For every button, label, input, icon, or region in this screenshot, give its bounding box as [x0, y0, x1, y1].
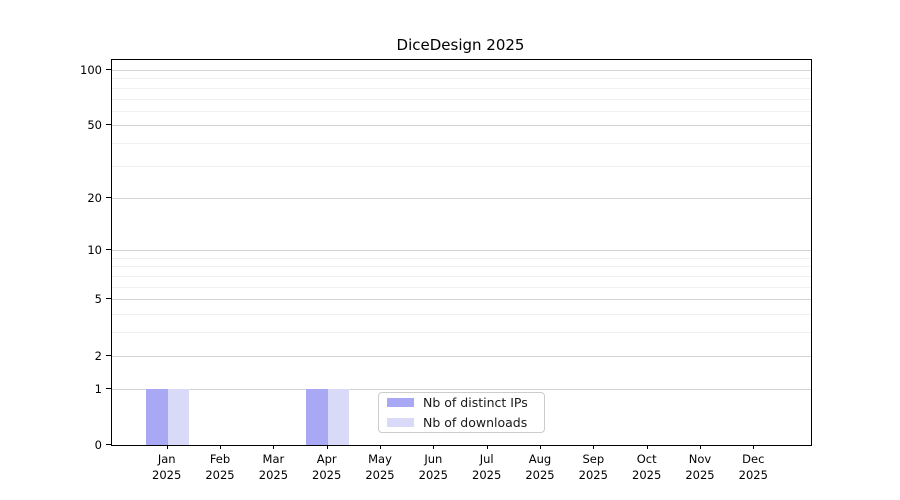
plot-area — [111, 59, 812, 446]
x-tick-label-feb: Feb 2025 — [205, 452, 235, 482]
y-gridline-major — [112, 355, 811, 357]
y-gridline-minor — [112, 165, 811, 167]
y-gridline-major — [112, 299, 811, 301]
x-tick-mark — [486, 445, 488, 449]
y-gridline-minor — [112, 266, 811, 268]
x-tick-label-dec: Dec 2025 — [738, 452, 768, 482]
x-tick-label-may: May 2025 — [365, 452, 395, 482]
x-tick-mark — [433, 445, 435, 449]
y-gridline-minor — [112, 276, 811, 277]
x-tick-mark — [753, 445, 755, 449]
legend-swatch-downloads-icon — [387, 418, 414, 427]
x-tick-mark — [380, 445, 381, 449]
y-tick-mark — [106, 354, 111, 356]
y-gridline-minor — [112, 286, 811, 288]
x-tick-mark — [646, 445, 648, 449]
bar-jan-series0 — [146, 388, 168, 445]
y-gridline-minor — [112, 98, 811, 100]
y-tick-mark — [106, 68, 111, 70]
legend-label-distinct-ips: Nb of distinct IPs — [423, 395, 528, 410]
x-tick-mark — [273, 445, 275, 449]
y-gridline-major — [112, 250, 811, 252]
y-gridline-minor — [112, 332, 811, 334]
x-tick-label-aug: Aug 2025 — [525, 452, 555, 482]
x-tick-mark — [700, 445, 701, 449]
y-tick-mark — [106, 249, 111, 251]
bar-jan-series1 — [167, 388, 190, 445]
y-tick-label: 50 — [87, 118, 102, 133]
y-tick-label: 100 — [80, 62, 102, 77]
x-tick-label-sep: Sep 2025 — [578, 452, 608, 482]
y-tick-mark — [106, 444, 111, 445]
x-tick-label-jan: Jan 2025 — [152, 452, 182, 482]
y-gridline-major — [112, 69, 811, 71]
y-tick-mark — [106, 124, 111, 126]
legend-item-distinct-ips: Nb of distinct IPs — [387, 395, 536, 410]
y-gridline-major — [112, 388, 811, 390]
y-tick-mark — [106, 298, 111, 300]
y-tick-mark — [106, 196, 111, 198]
y-gridline-minor — [112, 78, 811, 80]
y-gridline-minor — [112, 110, 811, 112]
x-tick-mark — [593, 445, 595, 449]
x-tick-mark — [540, 445, 541, 449]
y-tick-label: 5 — [94, 292, 102, 307]
legend-label-downloads: Nb of downloads — [423, 415, 528, 430]
x-tick-label-oct: Oct 2025 — [632, 452, 662, 482]
x-tick-label-mar: Mar 2025 — [258, 452, 289, 482]
legend-swatch-distinct-ips-icon — [387, 398, 414, 407]
x-tick-label-jul: Jul 2025 — [472, 452, 502, 482]
x-tick-label-jun: Jun 2025 — [418, 452, 448, 482]
y-gridline-minor — [112, 87, 811, 89]
y-tick-label: 20 — [87, 190, 102, 205]
y-gridline-minor — [112, 143, 811, 145]
x-tick-mark — [220, 445, 221, 449]
y-gridline-major — [112, 125, 811, 127]
y-tick-label: 2 — [94, 348, 102, 363]
y-gridline-minor — [112, 257, 811, 259]
chart-title: DiceDesign 2025 — [396, 36, 525, 54]
bar-apr-series1 — [327, 388, 350, 445]
legend: Nb of distinct IPs Nb of downloads — [378, 392, 545, 433]
y-gridline-major — [112, 197, 811, 199]
y-tick-label: 10 — [87, 243, 102, 258]
x-tick-label-apr: Apr 2025 — [312, 452, 342, 482]
legend-item-downloads: Nb of downloads — [387, 415, 536, 430]
y-tick-label: 1 — [94, 381, 102, 396]
bar-apr-series0 — [306, 388, 328, 445]
y-gridline-minor — [112, 314, 811, 316]
y-tick-label: 0 — [94, 438, 102, 452]
x-tick-mark — [166, 445, 168, 449]
x-tick-mark — [326, 445, 328, 449]
y-tick-mark — [106, 387, 111, 389]
x-tick-label-nov: Nov 2025 — [685, 452, 715, 482]
